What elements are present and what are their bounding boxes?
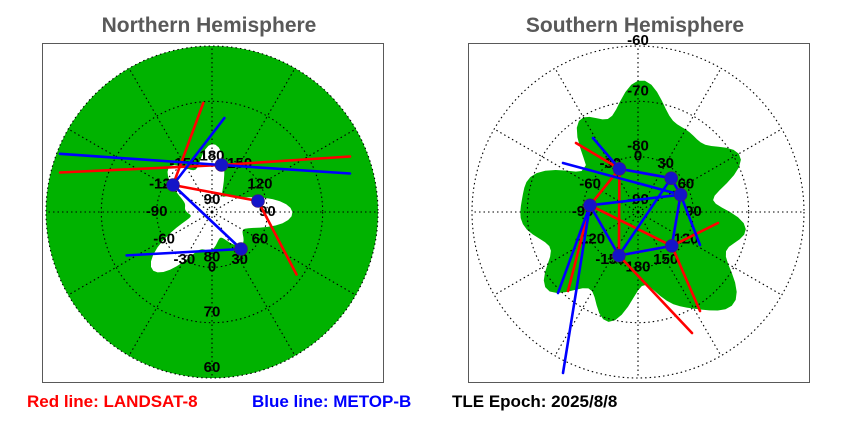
- svg-text:120: 120: [247, 175, 272, 192]
- svg-text:-70: -70: [627, 82, 649, 99]
- svg-text:-80: -80: [627, 138, 649, 155]
- svg-text:-60: -60: [627, 32, 649, 49]
- svg-text:-60: -60: [153, 231, 175, 248]
- svg-text:60: 60: [204, 359, 221, 376]
- svg-text:-60: -60: [579, 175, 601, 192]
- svg-text:-90: -90: [146, 203, 168, 220]
- svg-text:60: 60: [252, 231, 269, 248]
- svg-text:70: 70: [204, 304, 221, 321]
- svg-text:30: 30: [657, 155, 674, 172]
